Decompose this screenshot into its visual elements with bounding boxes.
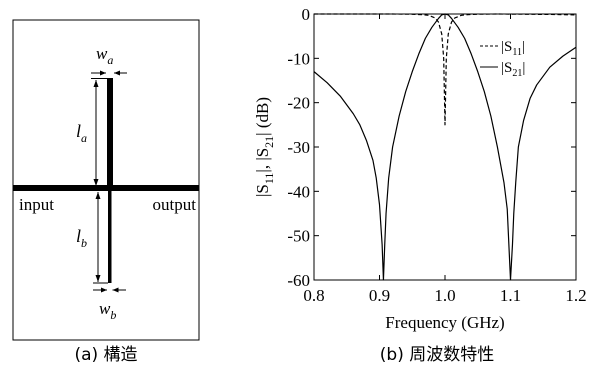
- series-layer: [313, 13, 577, 281]
- length-b-dimension: [93, 192, 108, 284]
- series-s11-line: [314, 13, 577, 126]
- caption-a: (a) 構造: [74, 345, 137, 365]
- label-output: output: [153, 195, 197, 214]
- stub-a: [107, 78, 113, 188]
- substrate-frame: [12, 19, 200, 341]
- label-input: input: [19, 195, 54, 214]
- y-tick-label: -40: [287, 182, 310, 201]
- y-tick-label: -20: [287, 94, 310, 113]
- x-axis-label: Frequency (GHz): [385, 313, 504, 332]
- y-tick-label: 0: [302, 5, 311, 24]
- y-tick-label: -60: [287, 271, 310, 290]
- x-tick-label: 1.0: [434, 286, 455, 305]
- stub-b: [108, 189, 112, 283]
- caption-b: (b) 周波数特性: [380, 345, 494, 365]
- label-wa: wa: [96, 44, 113, 67]
- y-axis-label: |S11|, |S21| (dB): [253, 97, 276, 197]
- y-tick-label: -10: [287, 49, 310, 68]
- y-tick-label: -30: [287, 138, 310, 157]
- legend-label-s21: |S21|: [501, 60, 525, 79]
- x-tick-label: 0.8: [303, 286, 324, 305]
- y-tick-label: -50: [287, 227, 310, 246]
- width-b-dimension: [93, 287, 126, 293]
- panel-a-structure: wa la lb wb input output (a) 構造: [12, 19, 200, 365]
- x-axis-ticks: 0.8 0.9 1.0 1.1 1.2: [303, 14, 587, 305]
- plot-frame: [313, 13, 577, 281]
- label-lb: lb: [76, 226, 87, 250]
- x-tick-label: 1.2: [565, 286, 586, 305]
- width-a-dimension: [91, 70, 127, 76]
- length-a-dimension: [91, 78, 107, 186]
- legend: |S11| |S21|: [480, 39, 525, 79]
- panel-b-chart: 0 -10 -20 -30 -40 -50 -60 0.8 0.9 1.0 1.1 1.2 |S11…: [253, 5, 587, 365]
- x-tick-label: 0.9: [369, 286, 390, 305]
- label-la: la: [76, 121, 87, 145]
- y-axis-ticks: 0 -10 -20 -30 -40 -50 -60: [287, 5, 576, 290]
- series-s21-line: [313, 13, 577, 281]
- x-tick-label: 1.1: [500, 286, 521, 305]
- main-line: [13, 185, 199, 191]
- label-wb: wb: [99, 299, 116, 322]
- legend-label-s11: |S11|: [501, 39, 525, 58]
